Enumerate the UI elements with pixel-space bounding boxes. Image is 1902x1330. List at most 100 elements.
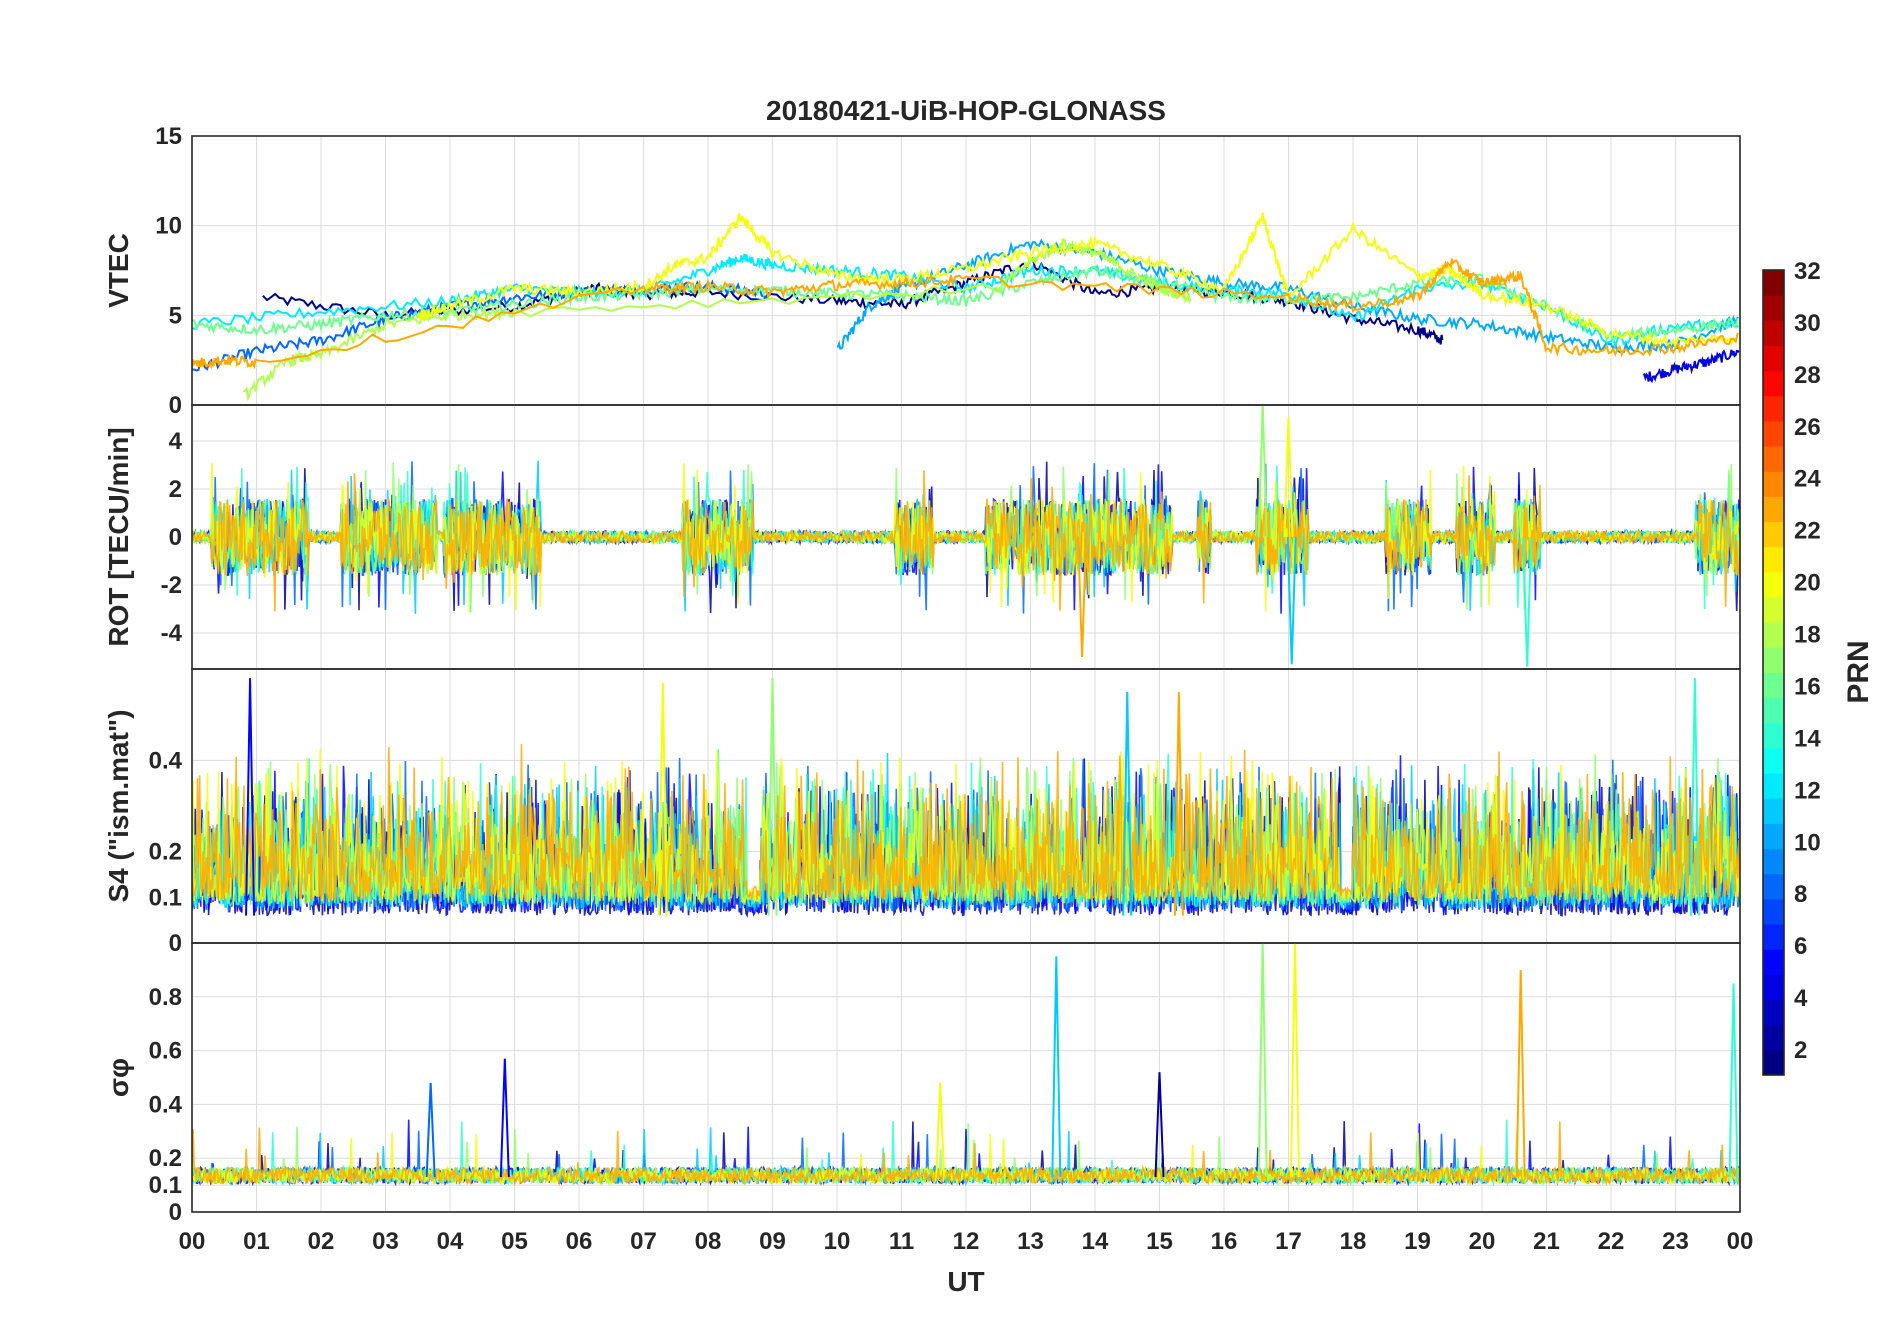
peak-mark bbox=[767, 678, 778, 916]
peak-mark bbox=[1522, 536, 1533, 667]
x-tick-label: 17 bbox=[1275, 1228, 1302, 1255]
peak-mark bbox=[1728, 983, 1739, 1178]
peak-mark bbox=[425, 1082, 436, 1178]
x-tick-label: 06 bbox=[566, 1228, 593, 1255]
colorbar-swatch bbox=[1763, 672, 1784, 699]
colorbar-label: PRN bbox=[1842, 640, 1875, 703]
peak-mark bbox=[657, 682, 668, 916]
colorbar-tick-label: 14 bbox=[1794, 725, 1821, 752]
series-line-prn-18 bbox=[242, 238, 1192, 402]
peak-mark bbox=[1286, 536, 1297, 665]
colorbar-swatch bbox=[1763, 974, 1784, 1001]
colorbar-swatch bbox=[1763, 521, 1784, 548]
x-tick-label: 19 bbox=[1404, 1228, 1431, 1255]
colorbar-swatch bbox=[1763, 295, 1784, 321]
y-tick-label: 0 bbox=[169, 392, 182, 419]
colorbar-tick-label: 10 bbox=[1794, 829, 1821, 856]
plot-area bbox=[192, 943, 1740, 1187]
peak-mark bbox=[245, 678, 256, 916]
x-tick-label: 22 bbox=[1598, 1228, 1625, 1255]
y-tick-label: -4 bbox=[161, 620, 183, 647]
colorbar-swatch bbox=[1763, 773, 1784, 799]
x-tick-label: 03 bbox=[372, 1228, 399, 1255]
peak-mark bbox=[1154, 1072, 1165, 1178]
x-tick-label: 02 bbox=[308, 1228, 335, 1255]
colorbar-swatch bbox=[1763, 924, 1784, 950]
colorbar-tick-label: 28 bbox=[1794, 362, 1821, 389]
series-line-prn-23 bbox=[192, 258, 1739, 370]
x-tick-label: 00 bbox=[1727, 1228, 1754, 1255]
x-tick-label: 11 bbox=[889, 1228, 914, 1255]
series-line-prn-20 bbox=[416, 212, 1739, 351]
x-tick-label: 00 bbox=[179, 1228, 206, 1255]
x-tick-label: 18 bbox=[1340, 1228, 1367, 1255]
plot-area bbox=[192, 678, 1740, 918]
y-axis-label: σφ bbox=[103, 1058, 134, 1097]
colorbar-swatch bbox=[1763, 446, 1784, 472]
colorbar-swatch bbox=[1763, 496, 1784, 523]
colorbar-swatch bbox=[1763, 420, 1784, 447]
peak-mark bbox=[935, 1082, 946, 1178]
axes-frame bbox=[191, 942, 1741, 1213]
colorbar-tick-label: 8 bbox=[1794, 881, 1807, 908]
series-line-prn-20 bbox=[192, 1132, 1740, 1187]
colorbar-swatch bbox=[1763, 898, 1784, 925]
y-tick-label: 0.2 bbox=[149, 1145, 182, 1172]
peak-mark bbox=[1077, 536, 1088, 658]
peak-mark bbox=[1257, 405, 1268, 538]
panel-3: 0 0.1 0.2 0.4 S4 ("ism.mat") bbox=[103, 668, 1741, 957]
y-tick-label: 0.4 bbox=[149, 747, 183, 774]
colorbar-frame bbox=[1762, 269, 1785, 1076]
colorbar-swatch bbox=[1763, 697, 1784, 724]
colorbar-swatch bbox=[1763, 999, 1784, 1026]
colorbar-swatch bbox=[1763, 571, 1784, 598]
x-tick-label: 05 bbox=[501, 1228, 528, 1255]
colorbar-tick-label: 32 bbox=[1794, 258, 1821, 285]
y-tick-label: 0.1 bbox=[149, 884, 182, 911]
y-tick-label: 10 bbox=[155, 213, 182, 240]
x-tick-label: 21 bbox=[1533, 1228, 1560, 1255]
colorbar-swatch bbox=[1763, 1049, 1784, 1076]
colorbar-tick-label: 18 bbox=[1794, 622, 1821, 649]
colorbar-swatch bbox=[1763, 848, 1784, 875]
colorbar-tick-label: 2 bbox=[1794, 1037, 1807, 1064]
x-tick-label: 07 bbox=[630, 1228, 657, 1255]
y-tick-label: 4 bbox=[169, 428, 183, 455]
y-axis-label: ROT [TECU/min] bbox=[103, 427, 134, 646]
colorbar-swatch bbox=[1763, 949, 1784, 975]
x-ticks: 00 01 02 03 04 05 06 07 08 09 10 11 12 13 14 15 16 17 18 19… bbox=[179, 1228, 1754, 1255]
y-tick-label: 0.8 bbox=[149, 984, 182, 1011]
panel-2: -4 -2 0 2 4 ROT [TECU/min] bbox=[103, 404, 1741, 670]
colorbar-tick-label: 26 bbox=[1794, 414, 1821, 441]
peak-mark bbox=[1173, 691, 1184, 916]
y-tick-label: 5 bbox=[169, 302, 182, 329]
y-tick-label: 0.4 bbox=[149, 1091, 183, 1118]
panel-1: 0 5 10 15 VTEC bbox=[103, 123, 1741, 419]
x-tick-label: 23 bbox=[1662, 1228, 1689, 1255]
colorbar-tick-label: 16 bbox=[1794, 673, 1821, 700]
colorbar-swatch bbox=[1763, 345, 1784, 372]
y-axis-label: VTEC bbox=[103, 233, 134, 308]
x-tick-label: 04 bbox=[437, 1228, 464, 1255]
x-tick-label: 09 bbox=[759, 1228, 786, 1255]
colorbar-swatch bbox=[1763, 722, 1784, 749]
y-tick-label: 0.2 bbox=[149, 839, 182, 866]
x-tick-label: 15 bbox=[1146, 1228, 1173, 1255]
colorbar-tick-label: 24 bbox=[1794, 466, 1821, 493]
y-tick-label: -2 bbox=[161, 572, 182, 599]
x-tick-label: 20 bbox=[1469, 1228, 1496, 1255]
plot-area bbox=[192, 212, 1740, 402]
y-tick-label: 0 bbox=[169, 524, 182, 551]
peak-mark bbox=[1283, 416, 1294, 538]
colorbar-swatch bbox=[1763, 823, 1784, 850]
chart-title: 20180421-UiB-HOP-GLONASS bbox=[766, 95, 1166, 126]
x-tick-label: 08 bbox=[695, 1228, 722, 1255]
x-axis-label: UT bbox=[947, 1266, 984, 1297]
x-tick-label: 13 bbox=[1017, 1228, 1044, 1255]
peak-mark bbox=[1515, 969, 1526, 1178]
y-axis-label: S4 ("ism.mat") bbox=[103, 709, 134, 902]
y-tick-label: 0 bbox=[169, 930, 182, 957]
